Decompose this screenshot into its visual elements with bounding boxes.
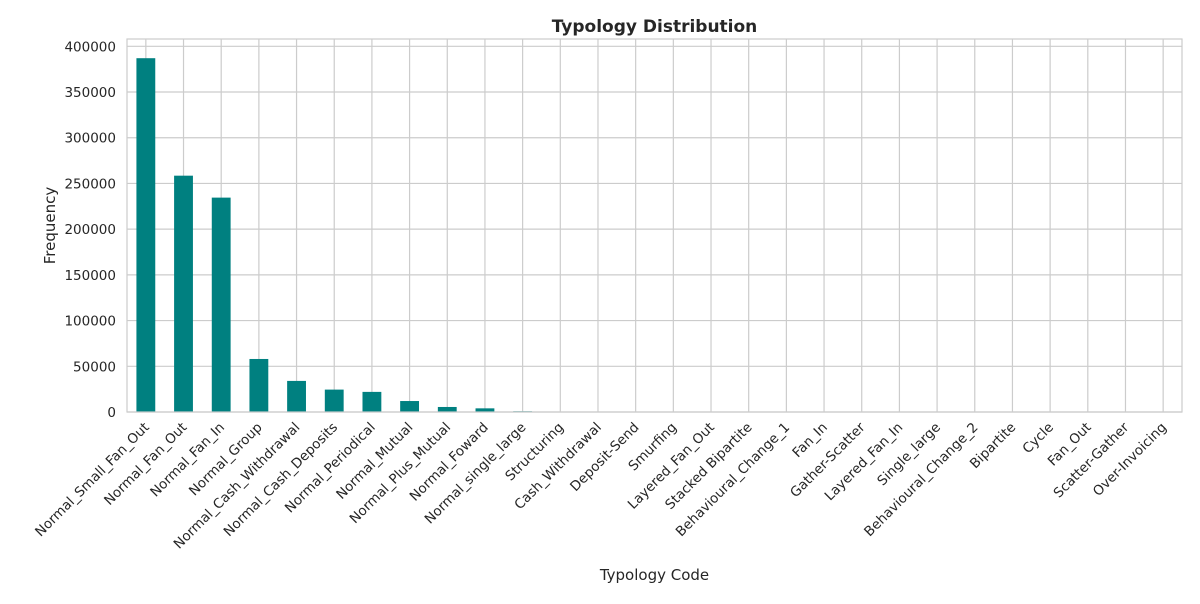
y-tick-label: 100000 — [64, 314, 116, 330]
bar-normal-fan-out — [174, 176, 193, 412]
y-tick-labels: 0 50000 100000 150000 200000 250000 300000 3500… — [64, 39, 116, 421]
plot-frame — [127, 39, 1182, 412]
bar-layer — [136, 58, 1172, 412]
y-tick-label: 300000 — [64, 131, 116, 147]
y-tick-label: 400000 — [64, 39, 116, 55]
y-tick-label: 200000 — [64, 222, 116, 238]
bar-normal-mutual — [400, 401, 419, 412]
grid-layer — [127, 39, 1182, 412]
x-axis-label: Typology Code — [599, 566, 709, 584]
y-tick-label: 350000 — [64, 85, 116, 101]
x-tick-labels: Normal_Small_Fan_OutNormal_Fan_OutNormal… — [32, 419, 1170, 552]
y-tick-label: 150000 — [64, 268, 116, 284]
y-tick-label: 250000 — [64, 176, 116, 192]
y-tick-label: 0 — [107, 405, 116, 421]
bar-normal-fan-in — [212, 198, 231, 412]
bar-normal-plus-mutual — [438, 407, 457, 412]
chart-title: Typology Distribution — [552, 17, 758, 37]
bar-normal-cash-withdrawal — [287, 381, 306, 412]
y-tick-label: 50000 — [73, 359, 116, 375]
bar-normal-periodical — [362, 392, 381, 412]
bar-normal-small-fan-out — [136, 58, 155, 412]
bar-normal-cash-deposits — [325, 390, 344, 412]
y-axis-label: Frequency — [41, 187, 59, 265]
bar-normal-group — [249, 359, 268, 412]
